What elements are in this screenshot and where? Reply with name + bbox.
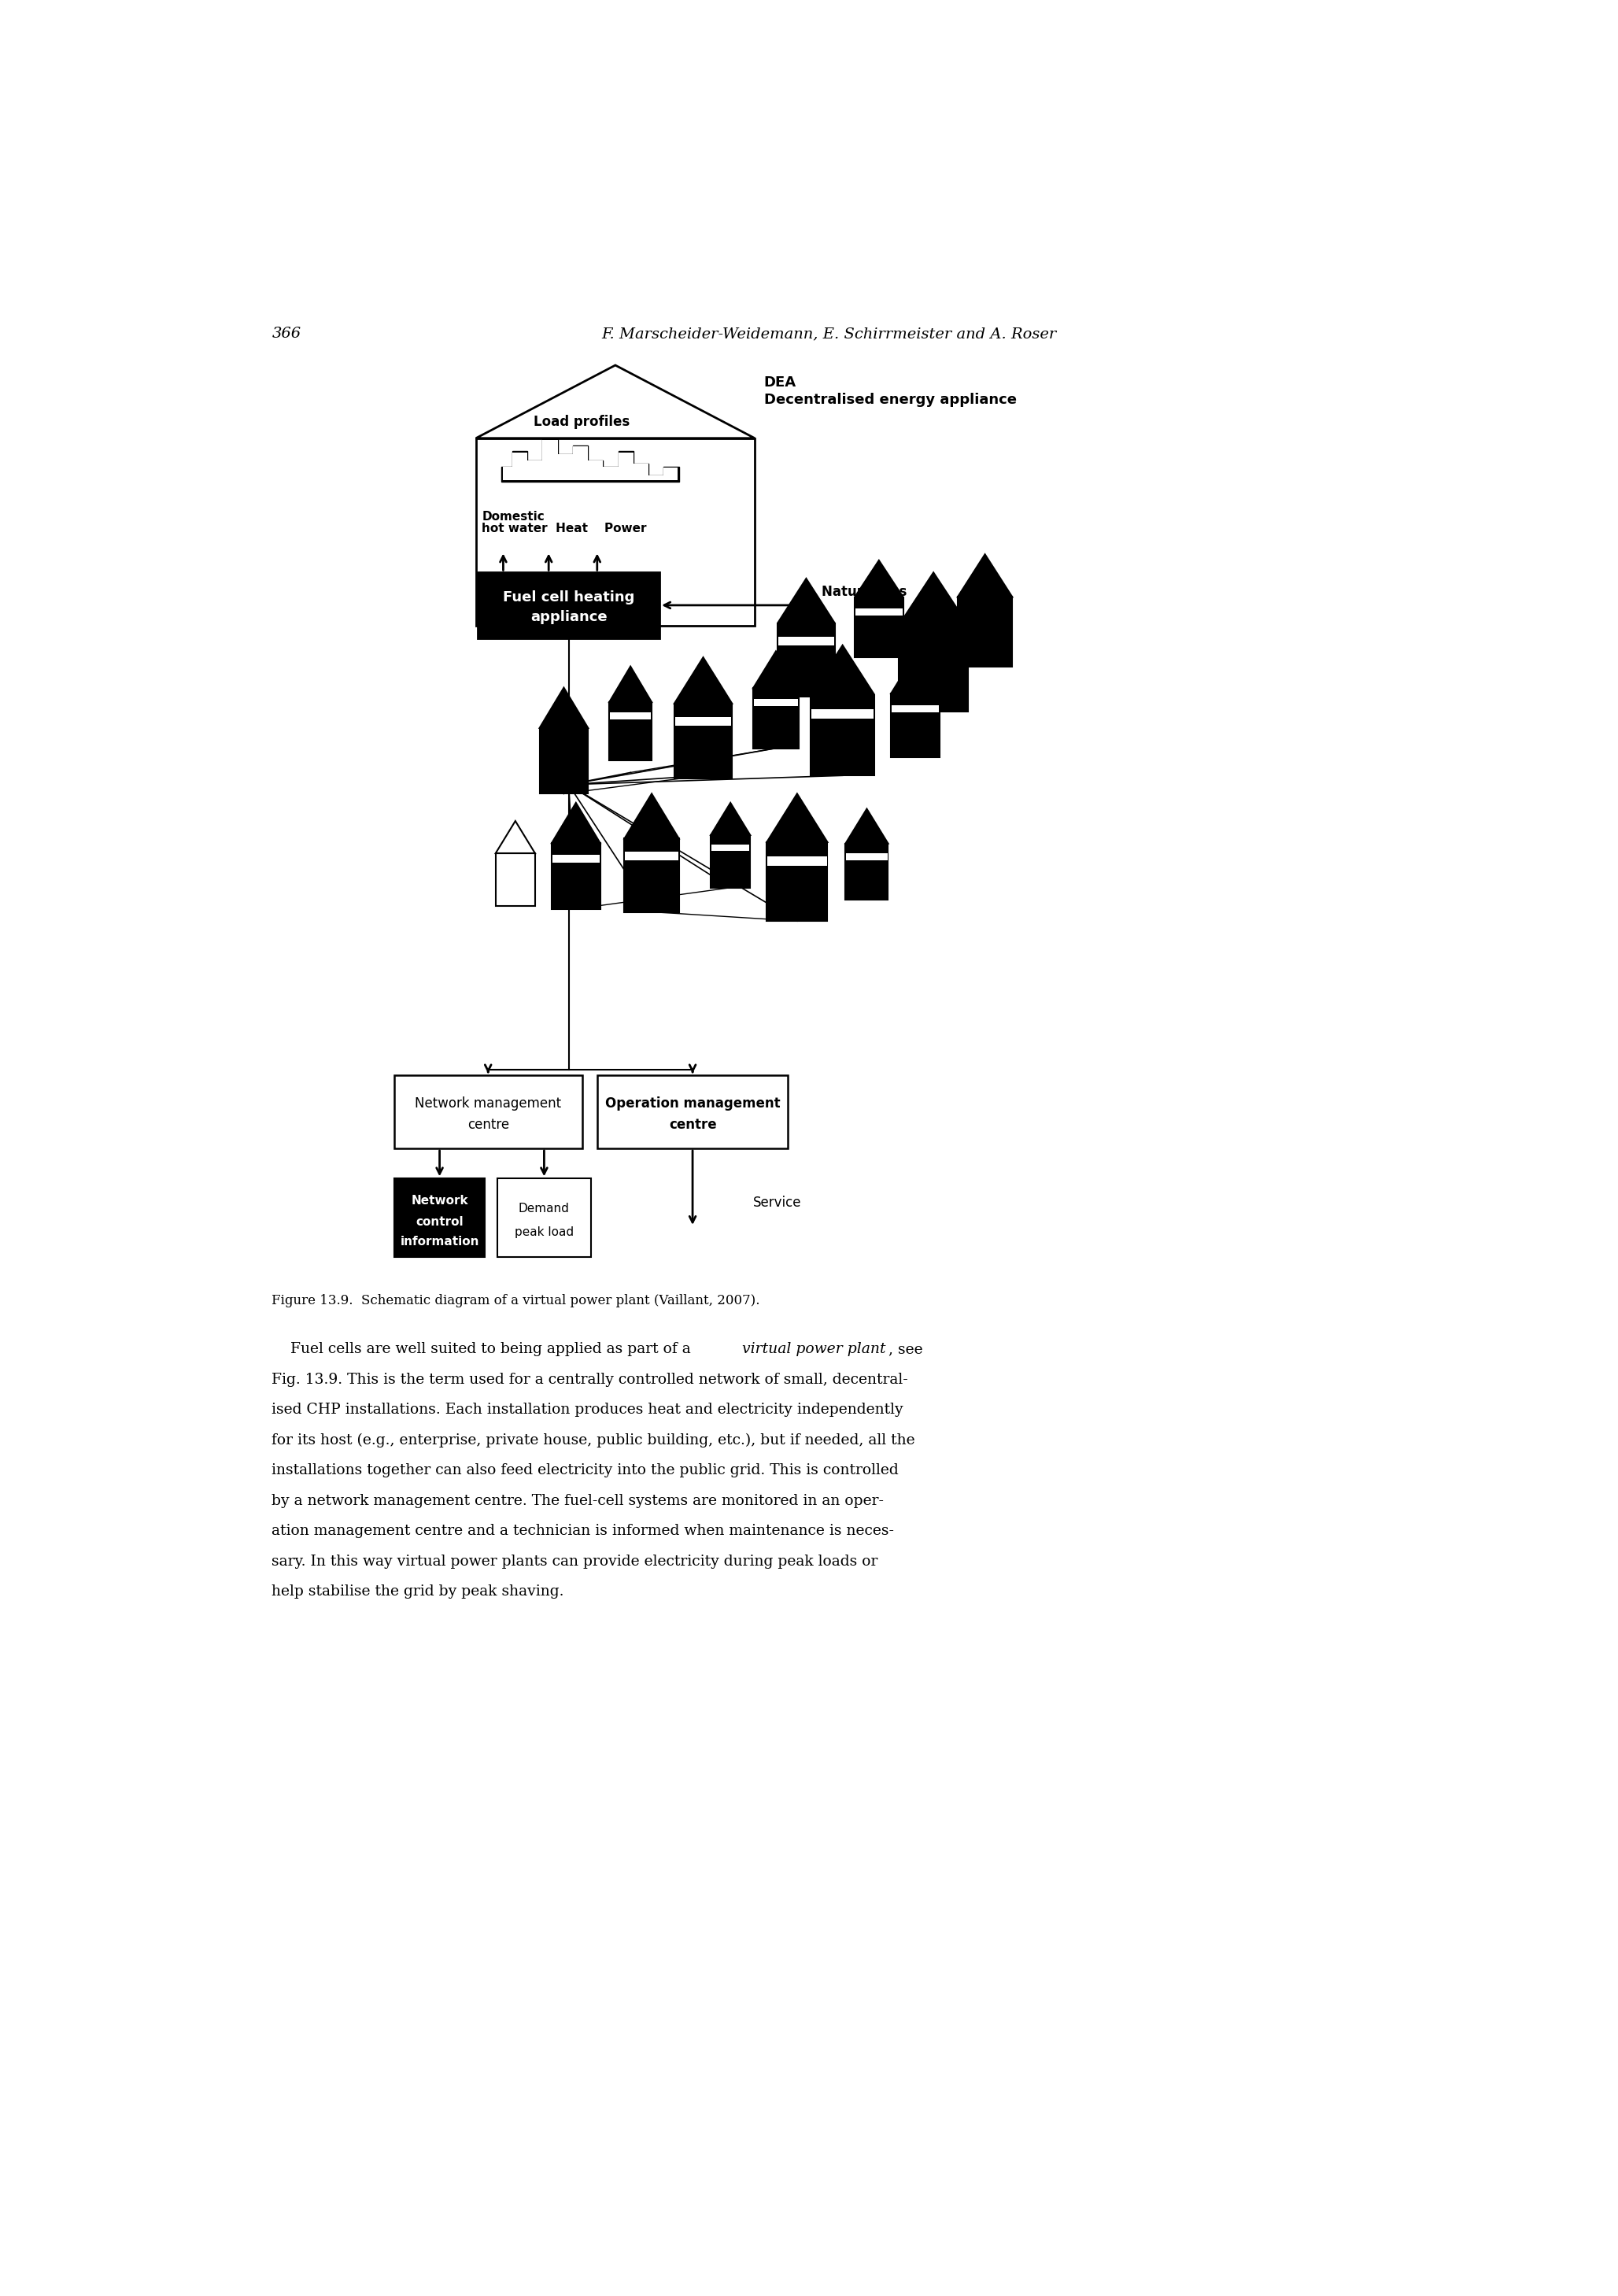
Polygon shape	[675, 716, 731, 726]
Polygon shape	[754, 698, 798, 707]
Polygon shape	[898, 625, 968, 712]
Polygon shape	[846, 808, 888, 843]
Text: appliance: appliance	[531, 611, 607, 625]
Polygon shape	[610, 712, 650, 719]
Text: Decentralised energy appliance: Decentralised energy appliance	[764, 393, 1016, 406]
Polygon shape	[476, 365, 754, 439]
Text: Network: Network	[411, 1194, 468, 1205]
Text: help stabilise the grid by peak shaving.: help stabilise the grid by peak shaving.	[272, 1584, 565, 1598]
Polygon shape	[610, 703, 652, 760]
Text: hot water  Heat    Power: hot water Heat Power	[482, 523, 647, 535]
Polygon shape	[625, 794, 680, 838]
Polygon shape	[898, 572, 968, 625]
Text: peak load: peak load	[515, 1226, 574, 1238]
Polygon shape	[767, 843, 827, 921]
Text: Demand: Demand	[519, 1203, 570, 1215]
Text: Natural gas: Natural gas	[822, 585, 906, 599]
Text: Domestic: Domestic	[482, 510, 545, 523]
Text: , see: , see	[888, 1343, 922, 1357]
Text: Fig. 13.9. This is the term used for a centrally controlled network of small, de: Fig. 13.9. This is the term used for a c…	[272, 1373, 908, 1387]
Polygon shape	[610, 666, 652, 703]
Text: Fuel cells are well suited to being applied as part of a: Fuel cells are well suited to being appl…	[272, 1343, 696, 1357]
Polygon shape	[811, 696, 874, 776]
Text: virtual power plant: virtual power plant	[743, 1343, 885, 1357]
Polygon shape	[502, 439, 680, 482]
Polygon shape	[625, 852, 678, 861]
Text: Fuel cell heating: Fuel cell heating	[503, 590, 634, 604]
Text: control: control	[416, 1217, 463, 1228]
Polygon shape	[495, 854, 536, 907]
Polygon shape	[958, 553, 1013, 597]
Polygon shape	[710, 836, 751, 889]
Polygon shape	[710, 804, 751, 836]
Polygon shape	[675, 657, 731, 703]
Text: installations together can also feed electricity into the public grid. This is c: installations together can also feed ele…	[272, 1463, 898, 1479]
Polygon shape	[495, 822, 536, 854]
Bar	[395, 1075, 582, 1148]
Polygon shape	[752, 652, 799, 689]
Text: for its host (e.g., enterprise, private house, public building, etc.), but if ne: for its host (e.g., enterprise, private …	[272, 1433, 916, 1446]
Polygon shape	[552, 843, 600, 909]
Polygon shape	[856, 608, 903, 615]
Polygon shape	[811, 645, 874, 696]
Text: ised CHP installations. Each installation produces heat and electricity independ: ised CHP installations. Each installatio…	[272, 1403, 903, 1417]
Text: centre: centre	[468, 1118, 510, 1132]
Polygon shape	[854, 560, 903, 597]
Text: DEA: DEA	[764, 377, 796, 390]
Bar	[395, 1178, 485, 1258]
Polygon shape	[752, 689, 799, 748]
Text: Figure 13.9.  Schematic diagram of a virtual power plant (Vaillant, 2007).: Figure 13.9. Schematic diagram of a virt…	[272, 1293, 760, 1306]
Polygon shape	[892, 693, 940, 758]
Polygon shape	[675, 703, 731, 778]
Polygon shape	[539, 728, 587, 794]
Polygon shape	[777, 625, 835, 696]
Polygon shape	[811, 709, 874, 719]
Bar	[476, 439, 754, 627]
Text: by a network management centre. The fuel-cell systems are monitored in an oper-: by a network management centre. The fuel…	[272, 1495, 883, 1508]
Text: Network management: Network management	[414, 1095, 561, 1111]
Text: centre: centre	[668, 1118, 717, 1132]
Text: ation management centre and a technician is informed when maintenance is neces-: ation management centre and a technician…	[272, 1525, 895, 1538]
Bar	[477, 572, 660, 638]
Polygon shape	[892, 654, 940, 693]
Text: information: information	[400, 1235, 479, 1247]
Polygon shape	[958, 597, 1013, 666]
Text: sary. In this way virtual power plants can provide electricity during peak loads: sary. In this way virtual power plants c…	[272, 1554, 879, 1568]
Polygon shape	[777, 579, 835, 625]
Polygon shape	[767, 856, 827, 866]
Polygon shape	[552, 804, 600, 843]
Text: Service: Service	[752, 1196, 801, 1210]
Polygon shape	[854, 597, 903, 657]
Text: Operation management: Operation management	[605, 1095, 780, 1111]
Polygon shape	[767, 794, 827, 843]
Text: 366: 366	[272, 326, 301, 342]
Polygon shape	[846, 843, 888, 900]
Polygon shape	[892, 705, 938, 712]
Polygon shape	[503, 441, 678, 480]
Bar	[597, 1075, 788, 1148]
Text: Load profiles: Load profiles	[534, 416, 629, 429]
Polygon shape	[712, 845, 749, 852]
Polygon shape	[846, 854, 887, 861]
Polygon shape	[539, 687, 587, 728]
Polygon shape	[625, 838, 680, 912]
Polygon shape	[778, 636, 835, 645]
Bar	[497, 1178, 591, 1258]
Polygon shape	[552, 854, 600, 863]
Text: F. Marscheider-Weidemann, E. Schirrmeister and A. Roser: F. Marscheider-Weidemann, E. Schirrmeist…	[602, 326, 1057, 342]
